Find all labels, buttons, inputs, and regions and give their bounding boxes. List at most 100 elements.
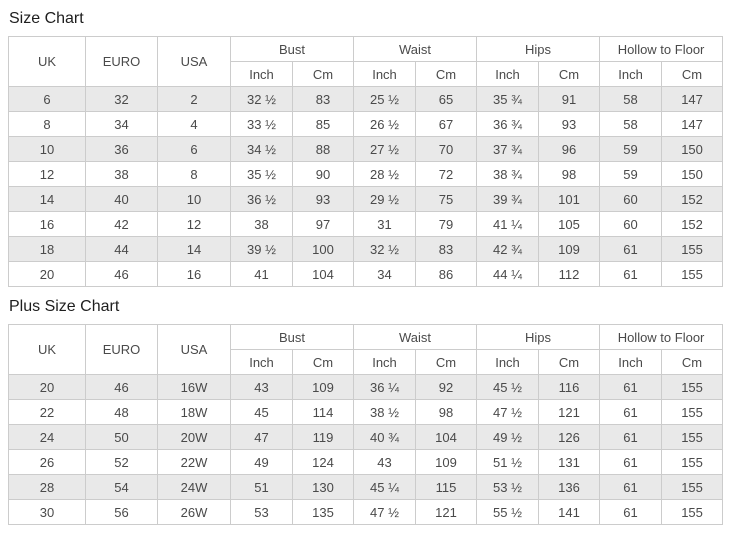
table-cell: 104: [291, 261, 355, 287]
table-cell: 61: [599, 424, 663, 450]
table-cell: 150: [661, 161, 724, 187]
table-cell: 39 ½: [230, 236, 293, 262]
table-cell: 30: [8, 499, 86, 525]
table-cell: 50: [85, 424, 158, 450]
table-cell: 26 ½: [353, 111, 417, 137]
table-cell: 104: [415, 424, 478, 450]
table-cell: 48: [85, 399, 158, 425]
table-cell: 75: [415, 186, 478, 212]
table-cell: 55 ½: [476, 499, 540, 525]
column-header-uk: UK: [8, 324, 86, 375]
table-cell: 32: [85, 86, 158, 112]
table-cell: 109: [415, 449, 478, 475]
table-group-header-row: UK EURO USA Bust Waist Hips Hollow to Fl…: [8, 324, 724, 375]
table-cell: 150: [661, 136, 724, 162]
table-cell: 147: [661, 111, 724, 137]
table-cell: 109: [291, 374, 355, 400]
table-cell: 61: [599, 499, 663, 525]
table-cell: 32 ½: [353, 236, 417, 262]
table-cell: 131: [538, 449, 601, 475]
table-cell: 116: [538, 374, 601, 400]
table-cell: 42 ¾: [476, 236, 540, 262]
table-cell: 109: [538, 236, 601, 262]
table-row: 6 32 2 32 ½ 83 25 ½ 65 35 ¾ 91 58 147: [8, 86, 724, 112]
plus-size-chart-title: Plus Size Chart: [9, 298, 120, 315]
table-cell: 36 ¼: [353, 374, 417, 400]
table-cell: 47 ½: [353, 499, 417, 525]
table-cell: 43: [353, 449, 417, 475]
column-group-hips: Hips: [476, 324, 601, 350]
table-cell: 155: [661, 236, 724, 262]
table-cell: 65: [415, 86, 478, 112]
subheader-hollow-cm: Cm: [661, 349, 724, 375]
table-cell: 98: [538, 161, 601, 187]
size-chart-table: UK EURO USA Bust Waist Hips Hollow to Fl…: [8, 36, 724, 287]
table-cell: 135: [291, 499, 355, 525]
table-cell: 93: [291, 186, 355, 212]
size-chart-title: Size Chart: [9, 10, 84, 27]
table-cell: 4: [157, 111, 231, 137]
column-header-euro: EURO: [85, 36, 158, 87]
table-cell: 12: [8, 161, 86, 187]
table-cell: 112: [538, 261, 601, 287]
subheader-bust-inch: Inch: [230, 61, 293, 87]
table-cell: 130: [291, 474, 355, 500]
table-cell: 155: [661, 399, 724, 425]
table-cell: 121: [415, 499, 478, 525]
table-row: 24 50 20W 47 119 40 ¾ 104 49 ½ 126 61 155: [8, 424, 724, 450]
table-cell: 36: [85, 136, 158, 162]
table-cell: 61: [599, 261, 663, 287]
table-cell: 46: [85, 261, 158, 287]
table-cell: 8: [157, 161, 231, 187]
table-cell: 40 ¾: [353, 424, 417, 450]
table-cell: 20W: [157, 424, 231, 450]
table-cell: 49: [230, 449, 293, 475]
table-cell: 58: [599, 111, 663, 137]
table-cell: 28 ½: [353, 161, 417, 187]
subheader-bust-inch: Inch: [230, 349, 293, 375]
table-cell: 22W: [157, 449, 231, 475]
table-cell: 25 ½: [353, 86, 417, 112]
table-cell: 141: [538, 499, 601, 525]
table-cell: 61: [599, 236, 663, 262]
table-group-header-row: UK EURO USA Bust Waist Hips Hollow to Fl…: [8, 36, 724, 87]
table-cell: 60: [599, 211, 663, 237]
table-cell: 26: [8, 449, 86, 475]
table-cell: 105: [538, 211, 601, 237]
table-cell: 86: [415, 261, 478, 287]
column-group-hips: Hips: [476, 36, 601, 62]
subheader-hollow-inch: Inch: [599, 349, 663, 375]
table-cell: 22: [8, 399, 86, 425]
table-row: 14 40 10 36 ½ 93 29 ½ 75 39 ¾ 101 60 152: [8, 186, 724, 212]
table-cell: 18: [8, 236, 86, 262]
table-cell: 60: [599, 186, 663, 212]
table-cell: 67: [415, 111, 478, 137]
table-cell: 44 ¼: [476, 261, 540, 287]
table-cell: 6: [157, 136, 231, 162]
subheader-hips-cm: Cm: [538, 61, 601, 87]
table-cell: 147: [661, 86, 724, 112]
table-cell: 35 ½: [230, 161, 293, 187]
subheader-waist-inch: Inch: [353, 349, 417, 375]
table-cell: 70: [415, 136, 478, 162]
table-cell: 14: [8, 186, 86, 212]
size-chart-body: 6 32 2 32 ½ 83 25 ½ 65 35 ¾ 91 58 147 8 34 4 33 ½ 85 26 …: [8, 86, 724, 287]
table-cell: 88: [291, 136, 355, 162]
column-header-euro: EURO: [85, 324, 158, 375]
table-cell: 34: [85, 111, 158, 137]
table-cell: 72: [415, 161, 478, 187]
table-cell: 45 ½: [476, 374, 540, 400]
table-row: 12 38 8 35 ½ 90 28 ½ 72 38 ¾ 98 59 150: [8, 161, 724, 187]
table-cell: 59: [599, 161, 663, 187]
table-row: 8 34 4 33 ½ 85 26 ½ 67 36 ¾ 93 58 147: [8, 111, 724, 137]
table-cell: 12: [157, 211, 231, 237]
table-cell: 31: [353, 211, 417, 237]
table-cell: 93: [538, 111, 601, 137]
table-cell: 53: [230, 499, 293, 525]
table-cell: 58: [599, 86, 663, 112]
table-cell: 115: [415, 474, 478, 500]
table-cell: 61: [599, 374, 663, 400]
table-cell: 38: [85, 161, 158, 187]
table-cell: 114: [291, 399, 355, 425]
